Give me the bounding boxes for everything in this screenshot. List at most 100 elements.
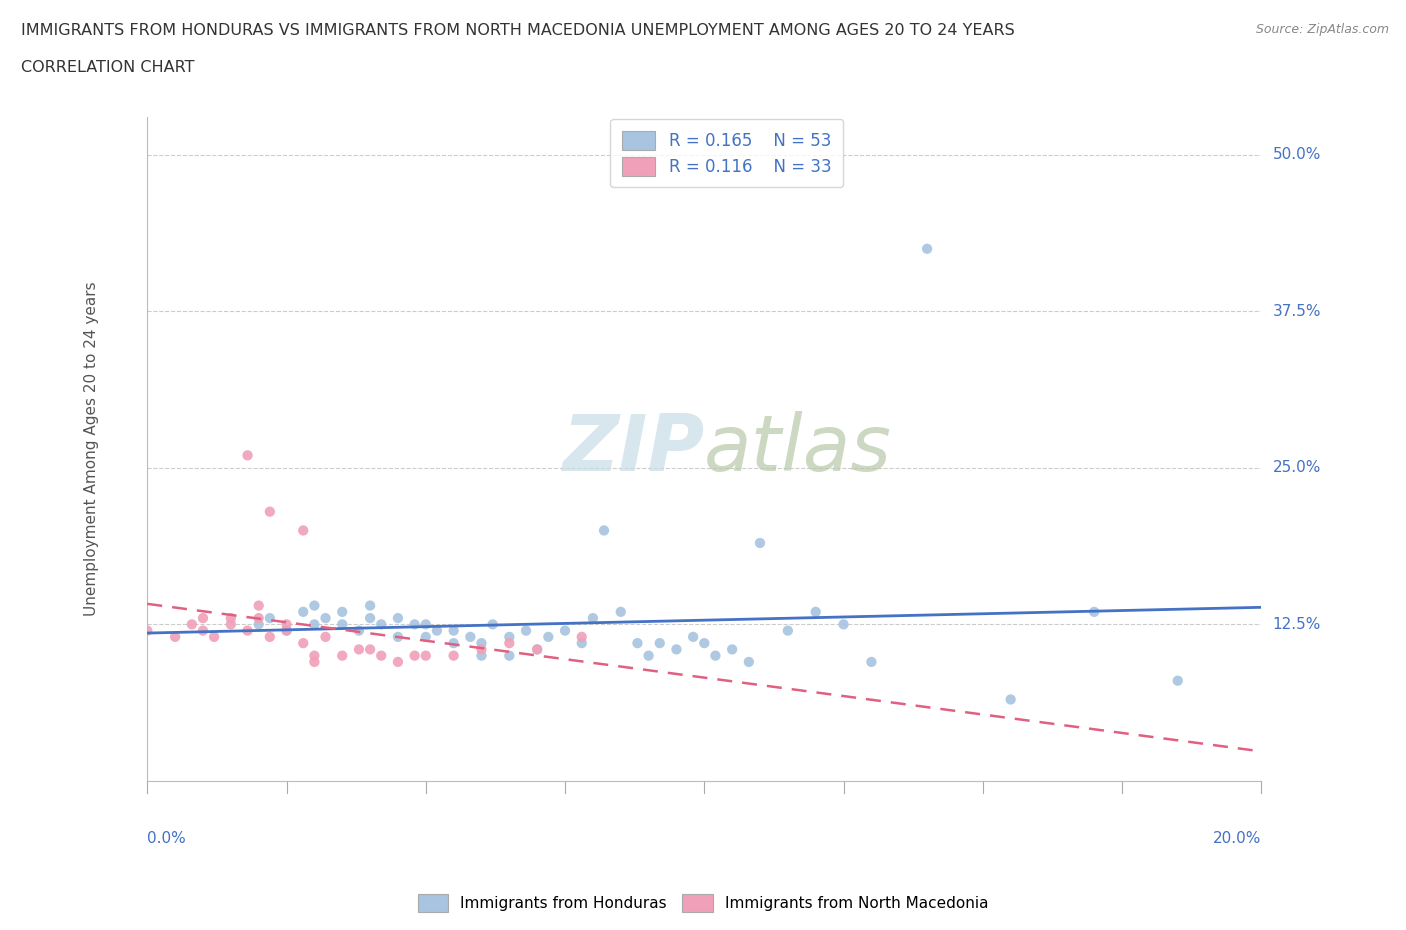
Text: atlas: atlas	[704, 411, 893, 487]
Point	[292, 523, 315, 538]
Point	[648, 636, 671, 651]
Point	[1083, 604, 1105, 619]
Point	[776, 623, 799, 638]
Point	[359, 611, 381, 626]
Text: IMMIGRANTS FROM HONDURAS VS IMMIGRANTS FROM NORTH MACEDONIA UNEMPLOYMENT AMONG A: IMMIGRANTS FROM HONDURAS VS IMMIGRANTS F…	[21, 23, 1015, 38]
Legend: Immigrants from Honduras, Immigrants from North Macedonia: Immigrants from Honduras, Immigrants fro…	[412, 888, 994, 918]
Point	[259, 504, 281, 519]
Point	[259, 630, 281, 644]
Point	[330, 617, 353, 631]
Point	[236, 448, 259, 463]
Point	[292, 636, 315, 651]
Point	[832, 617, 855, 631]
Point	[481, 617, 503, 631]
Point	[276, 617, 298, 631]
Point	[347, 623, 370, 638]
Point	[415, 617, 437, 631]
Point	[593, 523, 616, 538]
Point	[330, 648, 353, 663]
Point	[304, 648, 326, 663]
Point	[609, 604, 631, 619]
Point	[370, 648, 392, 663]
Point	[276, 623, 298, 638]
Point	[470, 648, 492, 663]
Point	[443, 636, 465, 651]
Point	[165, 630, 187, 644]
Text: Source: ZipAtlas.com: Source: ZipAtlas.com	[1256, 23, 1389, 36]
Point	[665, 642, 688, 657]
Point	[247, 617, 270, 631]
Point	[387, 655, 409, 670]
Point	[304, 617, 326, 631]
Point	[915, 241, 938, 256]
Point	[443, 623, 465, 638]
Point	[582, 611, 605, 626]
Point	[571, 630, 593, 644]
Point	[330, 604, 353, 619]
Legend: R = 0.165    N = 53, R = 0.116    N = 33: R = 0.165 N = 53, R = 0.116 N = 33	[610, 119, 842, 188]
Point	[219, 611, 242, 626]
Point	[637, 648, 659, 663]
Point	[470, 642, 492, 657]
Point	[415, 630, 437, 644]
Point	[498, 630, 520, 644]
Text: 25.0%: 25.0%	[1272, 460, 1320, 475]
Point	[498, 636, 520, 651]
Point	[370, 617, 392, 631]
Point	[136, 623, 159, 638]
Text: 20.0%: 20.0%	[1213, 830, 1261, 846]
Point	[276, 623, 298, 638]
Point	[460, 630, 482, 644]
Text: 12.5%: 12.5%	[1272, 617, 1320, 631]
Point	[426, 623, 449, 638]
Point	[202, 630, 225, 644]
Point	[443, 648, 465, 663]
Point	[359, 642, 381, 657]
Text: 0.0%: 0.0%	[148, 830, 186, 846]
Point	[387, 630, 409, 644]
Point	[404, 617, 426, 631]
Point	[626, 636, 648, 651]
Point	[259, 611, 281, 626]
Point	[804, 604, 827, 619]
Point	[498, 648, 520, 663]
Point	[191, 623, 214, 638]
Text: 50.0%: 50.0%	[1272, 147, 1320, 163]
Point	[682, 630, 704, 644]
Point	[749, 536, 772, 551]
Point	[359, 598, 381, 613]
Point	[219, 617, 242, 631]
Text: 37.5%: 37.5%	[1272, 304, 1322, 319]
Point	[515, 623, 537, 638]
Point	[292, 604, 315, 619]
Text: Unemployment Among Ages 20 to 24 years: Unemployment Among Ages 20 to 24 years	[84, 282, 98, 617]
Point	[387, 611, 409, 626]
Point	[347, 642, 370, 657]
Point	[470, 636, 492, 651]
Point	[404, 648, 426, 663]
Point	[1000, 692, 1022, 707]
Text: CORRELATION CHART: CORRELATION CHART	[21, 60, 194, 75]
Point	[1167, 673, 1189, 688]
Point	[526, 642, 548, 657]
Point	[415, 648, 437, 663]
Text: ZIP: ZIP	[562, 411, 704, 487]
Point	[526, 642, 548, 657]
Point	[304, 598, 326, 613]
Point	[304, 655, 326, 670]
Point	[180, 617, 202, 631]
Point	[704, 648, 727, 663]
Point	[860, 655, 883, 670]
Point	[191, 611, 214, 626]
Point	[315, 611, 337, 626]
Point	[247, 611, 270, 626]
Point	[315, 630, 337, 644]
Point	[721, 642, 744, 657]
Point	[738, 655, 761, 670]
Point	[247, 598, 270, 613]
Point	[554, 623, 576, 638]
Point	[693, 636, 716, 651]
Point	[236, 623, 259, 638]
Point	[537, 630, 560, 644]
Point	[571, 636, 593, 651]
